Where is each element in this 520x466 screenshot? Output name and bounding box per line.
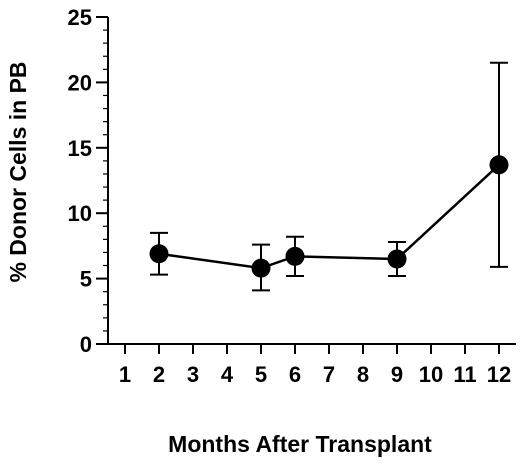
data-point: [489, 155, 509, 175]
y-tick-label: 15: [68, 136, 92, 161]
x-tick-label: 11: [453, 362, 476, 387]
x-tick-label: 8: [357, 362, 369, 387]
x-tick-label: 10: [419, 362, 443, 387]
x-tick-label: 5: [255, 362, 267, 387]
series-group: [149, 61, 509, 292]
x-tick-label: 7: [323, 362, 335, 387]
x-tick-label: 6: [289, 362, 301, 387]
x-axis-ticks: 1 2 3 4 5 6 7 8 9 10 11 12: [119, 344, 511, 387]
x-tick-label: 1: [119, 362, 131, 387]
y-axis-ticks: 0 5 10 15 20 25: [68, 5, 108, 357]
x-tick-label: 3: [187, 362, 199, 387]
data-point: [285, 246, 305, 266]
y-tick-label: 25: [68, 5, 92, 30]
data-point: [149, 244, 169, 264]
y-tick-label: 10: [68, 201, 92, 226]
series-line: [158, 163, 500, 270]
x-tick-label: 9: [391, 362, 403, 387]
data-point: [387, 249, 407, 269]
x-tick-label: 12: [487, 362, 511, 387]
y-tick-label: 20: [68, 70, 92, 95]
y-axis-title: % Donor Cells in PB: [5, 61, 31, 282]
x-axis-title: Months After Transplant: [168, 431, 432, 457]
data-point: [251, 258, 271, 278]
y-tick-label: 5: [80, 267, 92, 292]
y-tick-label: 0: [80, 332, 92, 357]
x-tick-label: 2: [153, 362, 165, 387]
x-tick-label: 4: [221, 362, 234, 387]
